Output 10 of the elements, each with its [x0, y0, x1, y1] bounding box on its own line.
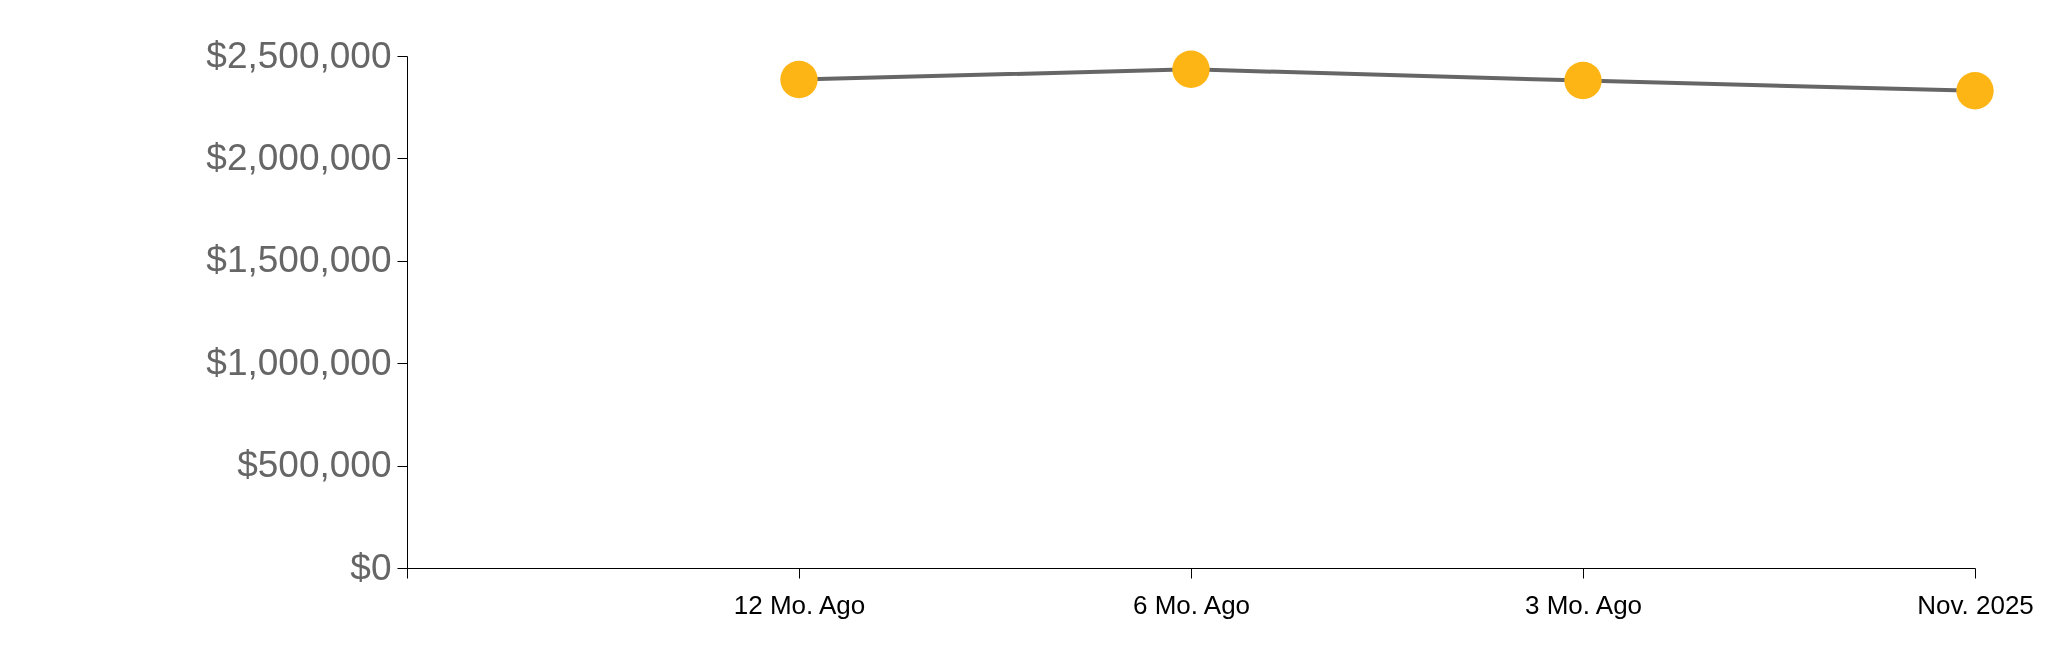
y-tick-label: $0: [350, 546, 392, 588]
x-tick-label: Nov. 2025: [1917, 589, 2034, 620]
y-tick-label: $1,500,000: [206, 239, 392, 281]
x-tick-label: 3 Mo. Ago: [1524, 589, 1643, 620]
y-tick-label: $2,500,000: [206, 34, 392, 76]
y-tick-label: $500,000: [237, 444, 392, 486]
x-tick-label: 6 Mo. Ago: [1132, 589, 1251, 620]
x-tick-label: 12 Mo. Ago: [733, 589, 866, 620]
y-tick-label: $1,000,000: [206, 341, 392, 383]
y-tick-label: $2,000,000: [206, 136, 392, 178]
